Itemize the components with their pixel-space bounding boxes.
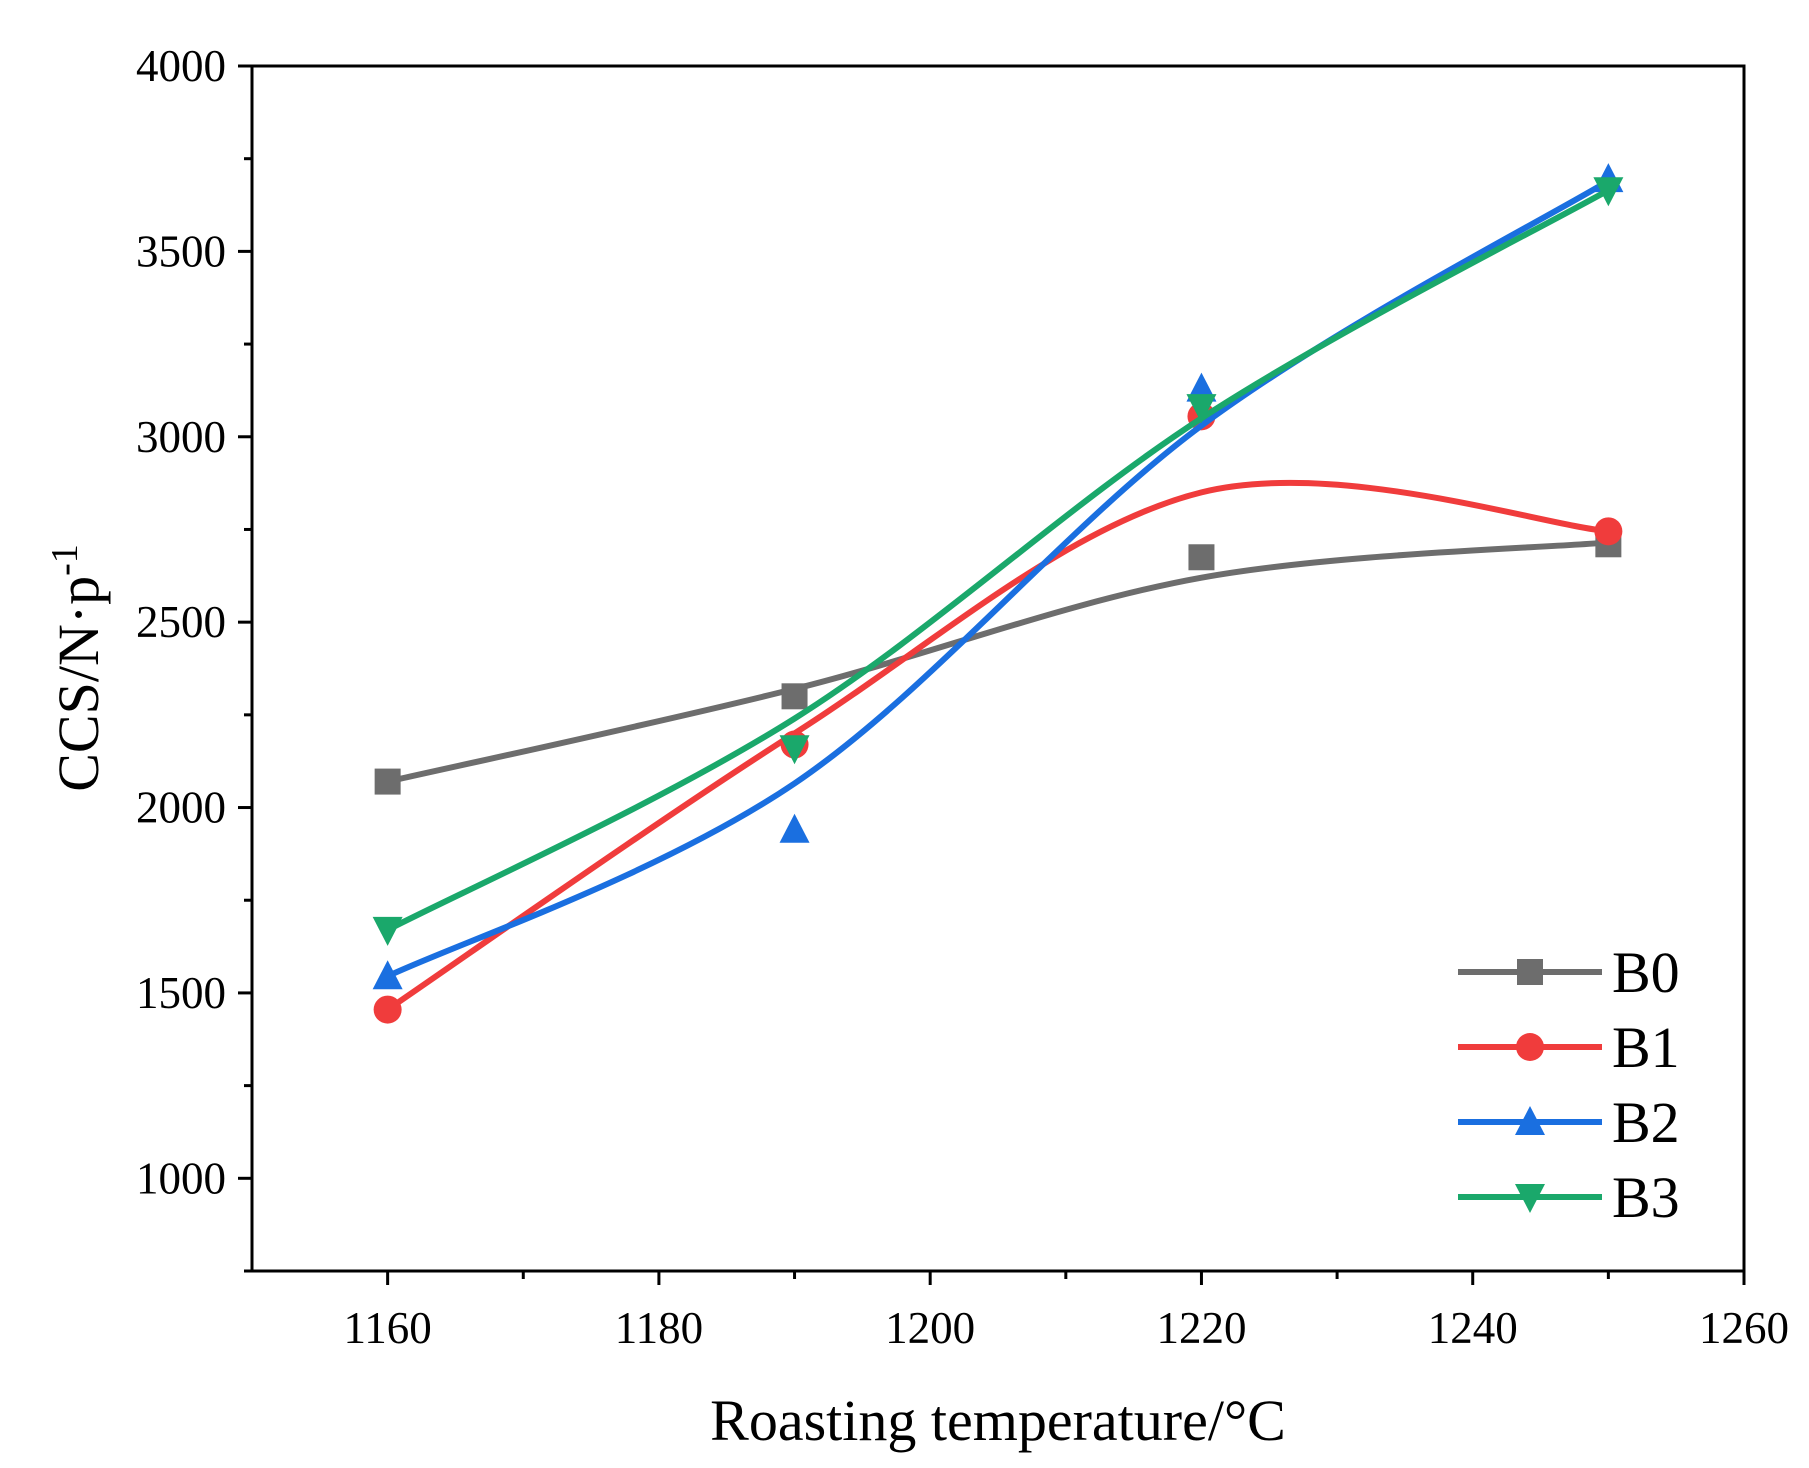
- series-B0: [374, 531, 1622, 795]
- data-point-B1: [373, 995, 402, 1024]
- x-tick-label: 1260: [1699, 1303, 1789, 1353]
- y-tick-label: 4000: [136, 41, 226, 91]
- series-line-B0: [384, 539, 1612, 785]
- legend-label: B1: [1612, 1015, 1680, 1080]
- data-point-B3: [1593, 177, 1624, 207]
- data-point-B0: [781, 683, 808, 710]
- data-point-B1: [1594, 517, 1623, 546]
- data-point-B3: [779, 735, 810, 765]
- legend-item-B2: B2: [1458, 1090, 1680, 1155]
- series-line-B3: [384, 187, 1612, 933]
- data-point-B0: [1188, 544, 1215, 571]
- series-layer: [372, 163, 1624, 1024]
- series-B1: [373, 402, 1623, 1024]
- legend-label: B2: [1612, 1090, 1680, 1155]
- series-B3: [372, 177, 1624, 946]
- axis-ticks: 1160 1180 1200 1220 1240 1260 1000 1500 2000 2500…: [136, 41, 1789, 1353]
- y-tick-label: 3500: [136, 226, 226, 276]
- y-tick-label: 1500: [136, 968, 226, 1018]
- legend: B0 B1 B2 B3: [1458, 940, 1680, 1230]
- y-axis-title-sup: -1: [44, 544, 86, 576]
- x-tick-label: 1200: [885, 1303, 975, 1353]
- legend-item-B1: B1: [1458, 1015, 1680, 1080]
- plot-frame: [250, 64, 1746, 1273]
- y-tick-label: 2500: [136, 597, 226, 647]
- legend-swatch-marker: [1516, 1033, 1544, 1061]
- data-point-B3: [1186, 394, 1217, 424]
- y-tick-label: 2000: [136, 783, 226, 833]
- y-axis-title-main: CCS/N·p: [46, 576, 111, 792]
- x-tick-label: 1220: [1156, 1303, 1246, 1353]
- legend-swatch-marker: [1517, 959, 1543, 985]
- series-line-B1: [384, 479, 1612, 1013]
- legend-swatch-marker: [1515, 1184, 1545, 1213]
- data-point-B2: [372, 960, 403, 990]
- legend-item-B3: B3: [1458, 1165, 1680, 1230]
- legend-swatch-marker: [1515, 1106, 1545, 1135]
- legend-label: B0: [1612, 940, 1680, 1005]
- y-tick-label: 3000: [136, 412, 226, 462]
- legend-item-B0: B0: [1458, 940, 1680, 1005]
- y-tick-label: 1000: [136, 1153, 226, 1203]
- x-tick-label: 1180: [615, 1303, 703, 1353]
- x-tick-label: 1240: [1428, 1303, 1518, 1353]
- series-line-B2: [384, 177, 1612, 980]
- y-axis-title: CCS/N·p-1: [44, 544, 111, 792]
- series-B2: [372, 163, 1624, 990]
- data-point-B2: [779, 813, 810, 843]
- data-point-B0: [374, 768, 401, 795]
- legend-label: B3: [1612, 1165, 1680, 1230]
- data-point-B3: [372, 916, 403, 946]
- x-tick-label: 1160: [343, 1303, 431, 1353]
- x-axis-title: Roasting temperature/°C: [710, 1388, 1286, 1453]
